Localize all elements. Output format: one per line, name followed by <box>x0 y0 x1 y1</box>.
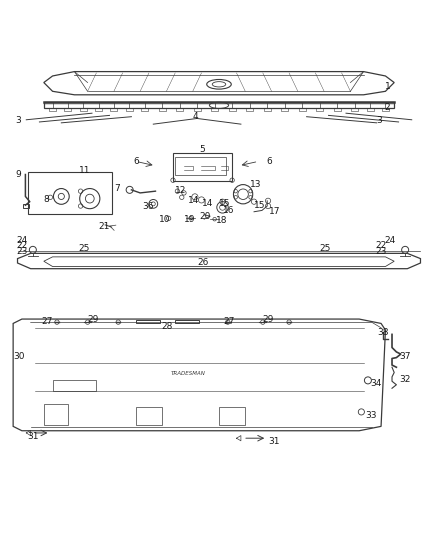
Text: 38: 38 <box>378 328 389 337</box>
Text: 6: 6 <box>266 157 272 166</box>
Text: 1: 1 <box>385 83 390 92</box>
Text: 10: 10 <box>159 215 170 224</box>
Text: 7: 7 <box>114 184 120 193</box>
Text: 32: 32 <box>399 375 411 384</box>
Text: 22: 22 <box>17 241 28 250</box>
Bar <box>173 152 232 181</box>
Bar <box>28 172 112 214</box>
Text: 3: 3 <box>376 116 381 125</box>
Text: 22: 22 <box>376 241 387 250</box>
Bar <box>219 407 245 425</box>
Text: 3: 3 <box>15 116 21 125</box>
Bar <box>175 320 199 324</box>
Text: 27: 27 <box>223 317 235 326</box>
Text: 20: 20 <box>199 212 211 221</box>
Text: 25: 25 <box>79 245 90 254</box>
Text: 29: 29 <box>263 316 274 325</box>
Text: 24: 24 <box>385 236 396 245</box>
Text: 30: 30 <box>13 352 25 361</box>
Text: 33: 33 <box>365 411 376 420</box>
Text: 17: 17 <box>269 207 281 216</box>
Text: 11: 11 <box>79 166 90 175</box>
Text: 9: 9 <box>15 170 21 179</box>
Text: 12: 12 <box>175 186 187 195</box>
Text: 28: 28 <box>161 322 173 332</box>
Bar <box>175 157 226 174</box>
Text: 24: 24 <box>17 236 28 245</box>
Text: 14: 14 <box>201 199 213 208</box>
Text: 4: 4 <box>193 112 198 121</box>
Text: 13: 13 <box>250 180 261 189</box>
Text: 36: 36 <box>142 202 154 211</box>
Bar <box>44 404 68 425</box>
Text: 16: 16 <box>223 206 234 215</box>
Text: 27: 27 <box>42 317 53 326</box>
Text: 23: 23 <box>17 247 28 256</box>
Text: 31: 31 <box>27 432 39 441</box>
Bar <box>53 381 96 391</box>
Text: 15: 15 <box>219 199 230 208</box>
Text: 23: 23 <box>376 247 387 256</box>
Text: 31: 31 <box>268 437 280 446</box>
Text: 15: 15 <box>254 201 265 209</box>
Text: 14: 14 <box>188 196 200 205</box>
Text: 21: 21 <box>99 222 110 231</box>
Text: 19: 19 <box>184 215 195 224</box>
Text: 2: 2 <box>385 103 390 112</box>
Text: 37: 37 <box>399 352 411 361</box>
Text: TRADESMAN: TRADESMAN <box>171 372 206 376</box>
Text: 26: 26 <box>197 257 208 266</box>
Text: 6: 6 <box>134 157 139 166</box>
Text: 29: 29 <box>88 316 99 325</box>
Text: 18: 18 <box>215 216 227 225</box>
Bar <box>136 407 162 425</box>
Text: 34: 34 <box>370 379 381 389</box>
Text: 5: 5 <box>199 144 205 154</box>
Text: 8: 8 <box>44 195 49 204</box>
Bar <box>136 320 160 324</box>
Text: 25: 25 <box>320 245 331 254</box>
Bar <box>23 204 29 208</box>
